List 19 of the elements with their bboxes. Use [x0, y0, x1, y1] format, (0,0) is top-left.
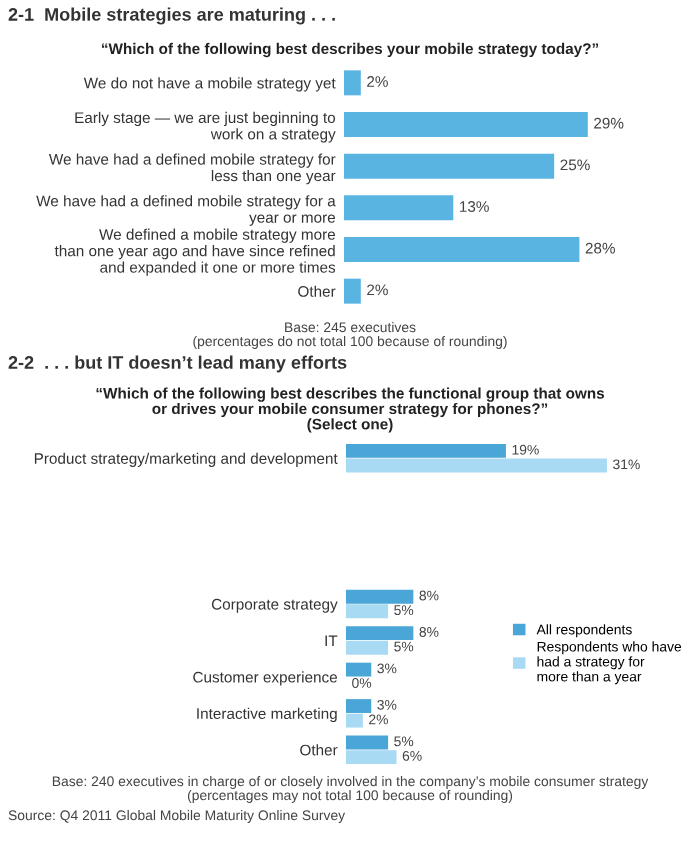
bar [346, 604, 389, 619]
bar [344, 112, 588, 137]
bar [346, 699, 372, 713]
bar [346, 750, 397, 764]
bar [346, 713, 363, 728]
bar [346, 444, 506, 458]
bar [346, 640, 389, 655]
bar [346, 589, 414, 604]
bar [346, 458, 607, 473]
text: 2-2 . . . but IT doesn’t lead many efforts [8, 355, 347, 373]
bar [344, 195, 454, 221]
bar [346, 626, 414, 641]
text: 2-1 Mobile strategies are maturing . . . [8, 7, 335, 25]
bar [344, 237, 580, 262]
bar [344, 70, 361, 96]
bar [344, 153, 555, 179]
bar [346, 662, 372, 677]
bar [346, 735, 389, 750]
bar [344, 278, 361, 304]
